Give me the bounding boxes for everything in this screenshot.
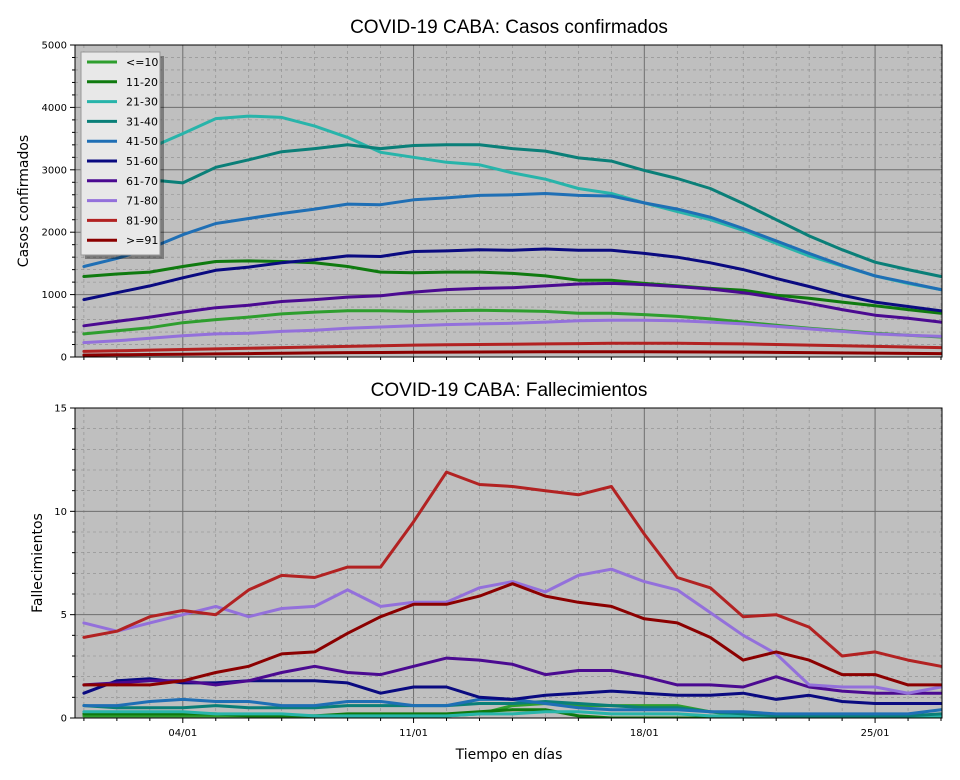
x-tick-label: 11/01 (399, 728, 428, 739)
x-tick-label: 18/01 (630, 728, 659, 739)
plot-area (74, 407, 943, 719)
plot-area (74, 44, 943, 358)
y-tick-label: 1000 (42, 290, 67, 301)
y-tick-label: 5000 (42, 41, 67, 52)
series-line-51-60 (82, 247, 942, 313)
legend-label: 71-80 (126, 195, 158, 208)
y-tick-label: 0 (61, 714, 67, 725)
legend-label: 51-60 (126, 155, 158, 168)
legend-label: 41-50 (126, 135, 158, 148)
fallecimientos-chart: COVID-19 CABA: Fallecimientos 0 5 10 15 04/0… (30, 380, 943, 739)
series-lines (82, 470, 942, 718)
plot-frame (74, 407, 943, 719)
chart-title: COVID-19 CABA: Casos confirmados (350, 17, 668, 38)
y-tick-label: 5 (61, 610, 67, 621)
legend-label: 11-20 (126, 76, 158, 89)
x-tick-label: 04/01 (168, 728, 197, 739)
legend-label: 21-30 (126, 96, 158, 109)
series-line-21-30 (82, 114, 942, 292)
series-line-61-70 (82, 281, 942, 328)
series-line--91 (82, 350, 942, 357)
series-line-31-40 (82, 700, 942, 718)
legend-label: 61-70 (126, 175, 158, 188)
x-axis-label: Tiempo en días (455, 747, 563, 763)
series-line-61-70 (82, 656, 942, 695)
y-tick-label: 10 (54, 507, 67, 518)
y-tick-label: 0 (61, 353, 67, 364)
series-lines (82, 114, 942, 357)
plot-frame (74, 44, 943, 358)
casos-confirmados-chart: COVID-19 CABA: Casos confirmados 0 1000 20… (16, 17, 943, 364)
series-line-71-80 (82, 318, 942, 345)
y-tick-label: 4000 (42, 103, 67, 114)
series-line-71-80 (82, 567, 942, 695)
chart-title: COVID-19 CABA: Fallecimientos (371, 380, 648, 401)
y-tick-label: 2000 (42, 228, 67, 239)
legend-items: <=10 11-20 21-30 31-40 41-50 51-60 61-70 71-80 8… (87, 56, 158, 247)
y-axis-label: Fallecimientos (30, 513, 46, 613)
axis-ticks: 0 5 10 15 04/01 11/01 18/01 25/01 (54, 404, 942, 739)
legend-label: 81-90 (126, 214, 158, 227)
series-line-41-50 (82, 192, 942, 292)
legend-label: <=10 (126, 56, 158, 69)
series-line--91 (82, 582, 942, 687)
series-line-81-90 (82, 470, 942, 668)
y-tick-label: 3000 (42, 165, 67, 176)
series-line-31-40 (82, 143, 942, 278)
series-line-11-20 (82, 259, 942, 315)
legend-label: >=91 (126, 234, 158, 247)
legend-label: 31-40 (126, 115, 158, 128)
series-line-81-90 (82, 341, 942, 353)
y-tick-label: 15 (54, 404, 67, 415)
y-axis-label: Casos confirmados (16, 135, 32, 267)
legend: <=10 11-20 21-30 31-40 41-50 51-60 61-70 71-80 8… (80, 51, 164, 259)
axis-ticks: 0 1000 2000 3000 4000 5000 (42, 41, 942, 364)
x-tick-label: 25/01 (861, 728, 890, 739)
